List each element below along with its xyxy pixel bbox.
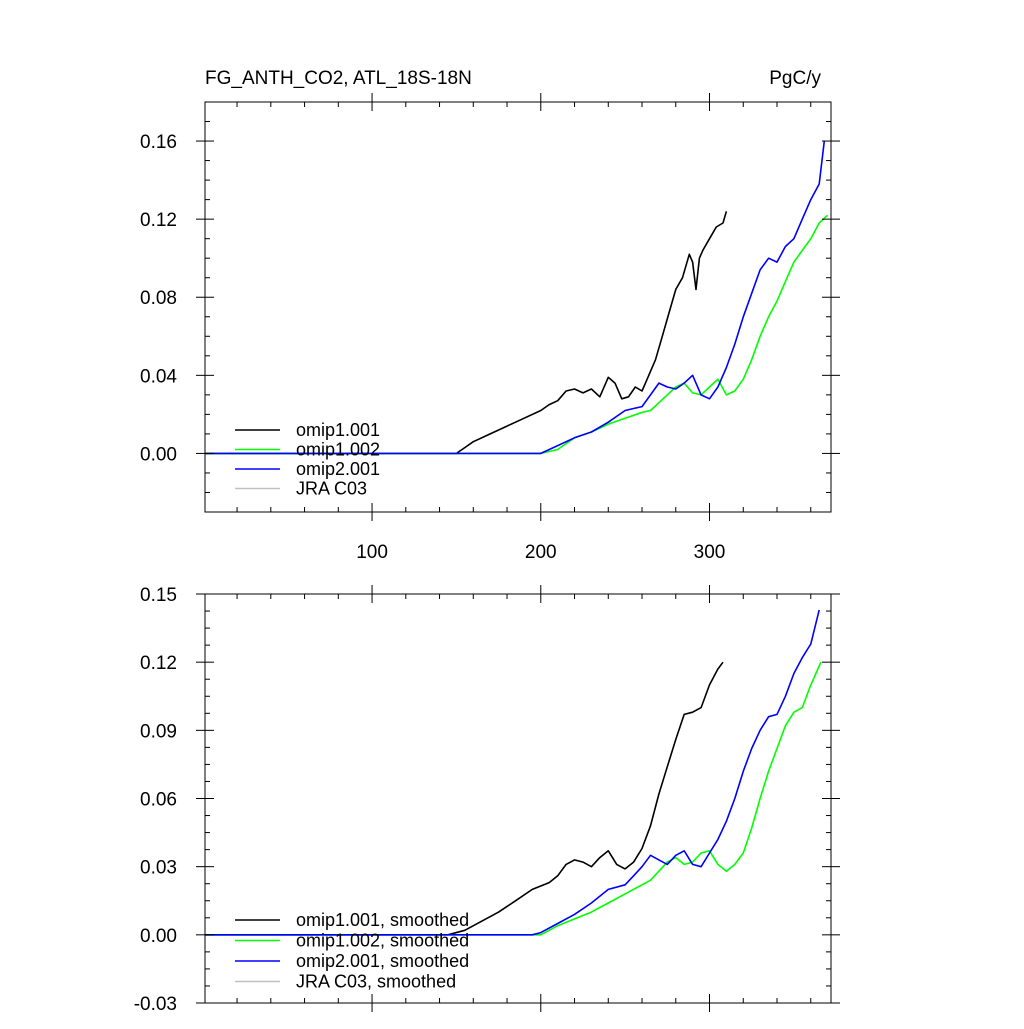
series-line-1-1	[205, 661, 822, 936]
y-tick-label: 0.06	[140, 790, 177, 811]
bottom-panel: -0.03 0.00 0.03 0.06 0.09 0.12 0.15 omip1.001, …	[134, 585, 840, 1015]
y-tick-label: 0.00	[140, 444, 177, 465]
y-tick-label: 0.15	[140, 585, 177, 606]
y-tick-label: 0.12	[140, 210, 177, 231]
legend-label: omip1.002	[296, 440, 380, 460]
y-tick-label: 0.03	[140, 858, 177, 879]
series-line-0-0	[205, 211, 728, 455]
chart-title: FG_ANTH_CO2, ATL_18S-18N	[205, 68, 472, 89]
series-line-0-1	[205, 214, 829, 455]
y-tick-label: 0.12	[140, 653, 177, 674]
legend-label: omip1.001	[296, 420, 380, 440]
top-panel: 100 200 3000.000.040.080.120.16omip1.001om…	[140, 93, 840, 563]
y-tick-label: 0.09	[140, 721, 177, 742]
legend-label: JRA C03	[296, 479, 367, 499]
legend-label: JRA C03, smoothed	[296, 972, 456, 992]
x-tick-label: 100	[356, 542, 388, 563]
series-line-0-2	[205, 140, 826, 455]
legend-label: omip2.001, smoothed	[296, 951, 469, 971]
legend-label: omip1.001, smoothed	[296, 910, 469, 930]
legend-label: omip1.002, smoothed	[296, 931, 469, 951]
x-tick-label: 200	[525, 542, 557, 563]
y-tick-label: -0.03	[134, 994, 177, 1015]
chart-units: PgC/y	[769, 68, 821, 89]
y-tick-label: 0.16	[140, 132, 177, 153]
y-tick-label: 0.04	[140, 366, 177, 387]
series-line-1-0	[205, 661, 724, 936]
series-line-1-2	[205, 609, 820, 936]
x-tick-label: 300	[694, 542, 726, 563]
y-tick-label: 0.08	[140, 288, 177, 309]
legend-label: omip2.001	[296, 459, 380, 479]
y-tick-label: 0.00	[140, 926, 177, 947]
plot-frame	[204, 101, 832, 513]
